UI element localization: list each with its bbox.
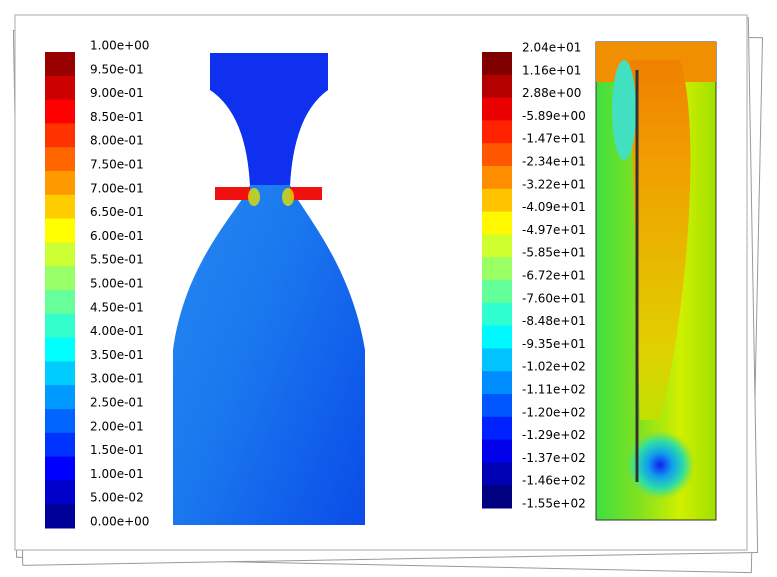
color-swatch bbox=[45, 432, 75, 458]
colorbar-label: 3.00e-01 bbox=[90, 372, 144, 386]
colorbar-label: 1.50e-01 bbox=[90, 443, 144, 457]
color-swatch bbox=[45, 218, 75, 243]
colorbar-label: 9.00e-01 bbox=[90, 86, 144, 100]
colorbar-label: -2.34e+01 bbox=[522, 155, 586, 169]
color-swatch bbox=[482, 143, 512, 167]
color-swatch bbox=[45, 480, 75, 505]
color-swatch bbox=[482, 188, 512, 213]
colorbar-label: -1.20e+02 bbox=[522, 405, 586, 419]
colorbar-label: 9.50e-01 bbox=[90, 62, 144, 76]
colorbar-label: -7.60e+01 bbox=[522, 291, 586, 305]
color-swatch bbox=[45, 171, 75, 196]
color-swatch bbox=[482, 257, 512, 281]
colorbar-label: 5.00e-01 bbox=[90, 277, 144, 291]
colorbar-label: -5.89e+00 bbox=[522, 109, 586, 123]
colorbar-label: -8.48e+01 bbox=[522, 314, 586, 328]
color-swatch bbox=[45, 456, 75, 481]
colorbar-label: -1.11e+02 bbox=[522, 383, 586, 397]
colorbar-label: 8.00e-01 bbox=[90, 134, 144, 148]
colorbar-label: -1.37e+02 bbox=[522, 451, 586, 465]
color-swatch bbox=[482, 462, 512, 486]
colorbar-label: 7.50e-01 bbox=[90, 158, 144, 172]
colorbar-label: -5.85e+01 bbox=[522, 246, 586, 260]
colorbar-label: 2.88e+00 bbox=[522, 86, 581, 100]
colorbar-label: -6.72e+01 bbox=[522, 269, 586, 283]
colorbar-label: 6.50e-01 bbox=[90, 205, 144, 219]
colorbar-label: 2.00e-01 bbox=[90, 419, 144, 433]
colorbar-label: -1.29e+02 bbox=[522, 428, 586, 442]
color-swatch bbox=[45, 242, 75, 267]
left-colorbar: 1.00e+00 9.50e-01 9.00e-01 8.50e-01 8.00e-01… bbox=[45, 39, 149, 529]
colorbar-label: -4.97e+01 bbox=[522, 223, 586, 237]
color-swatch bbox=[482, 485, 512, 509]
color-swatch bbox=[45, 75, 75, 101]
color-swatch bbox=[482, 302, 512, 327]
colorbar-label: -4.09e+01 bbox=[522, 200, 586, 214]
colorbar-label: -9.35e+01 bbox=[522, 337, 586, 351]
color-swatch bbox=[45, 290, 75, 315]
colorbar-label: -1.02e+02 bbox=[522, 360, 586, 374]
color-swatch bbox=[45, 99, 75, 124]
colorbar-label: 5.00e-02 bbox=[90, 491, 144, 505]
color-swatch bbox=[45, 337, 75, 362]
color-swatch bbox=[45, 361, 75, 386]
color-swatch bbox=[482, 439, 512, 463]
color-swatch bbox=[45, 194, 75, 220]
colorbar-label: 1.16e+01 bbox=[522, 63, 581, 77]
color-swatch bbox=[45, 147, 75, 172]
color-swatch bbox=[45, 504, 75, 529]
color-swatch bbox=[45, 385, 75, 410]
nozzle-contour bbox=[173, 53, 365, 525]
color-swatch bbox=[45, 313, 75, 339]
colorbar-label: 0.00e+00 bbox=[90, 515, 149, 529]
color-swatch bbox=[45, 409, 75, 434]
colorbar-label: 2.50e-01 bbox=[90, 396, 144, 410]
color-swatch bbox=[482, 280, 512, 304]
right-colorbar: 2.04e+01 1.16e+01 2.88e+00 -5.89e+00 -1.47e+… bbox=[482, 41, 586, 511]
colorbar-label: 7.00e-01 bbox=[90, 181, 144, 195]
color-swatch bbox=[482, 416, 512, 441]
colorbar-label: 2.04e+01 bbox=[522, 41, 581, 55]
colorbar-label: 1.00e+00 bbox=[90, 39, 149, 53]
color-swatch bbox=[482, 166, 512, 190]
color-swatch bbox=[482, 74, 512, 99]
color-swatch bbox=[482, 348, 512, 372]
colorbar-label: -1.46e+02 bbox=[522, 474, 586, 488]
colorbar-label: 8.50e-01 bbox=[90, 110, 144, 124]
colorbar-label: 4.00e-01 bbox=[90, 324, 144, 338]
colorbar-label: -1.55e+02 bbox=[522, 497, 586, 511]
colorbar-label: -1.47e+01 bbox=[522, 132, 586, 146]
color-swatch bbox=[482, 234, 512, 258]
color-swatch bbox=[45, 266, 75, 291]
velocity-contour bbox=[595, 41, 717, 521]
color-swatch bbox=[45, 52, 75, 77]
color-swatch bbox=[482, 120, 512, 144]
colorbar-label: 1.00e-01 bbox=[90, 467, 144, 481]
colorbar-label: 3.50e-01 bbox=[90, 348, 144, 362]
colorbar-label: 6.00e-01 bbox=[90, 229, 144, 243]
color-swatch bbox=[482, 97, 512, 121]
colorbar-label: 5.50e-01 bbox=[90, 253, 144, 267]
color-swatch bbox=[482, 325, 512, 349]
color-swatch bbox=[45, 123, 75, 148]
color-swatch bbox=[482, 52, 512, 76]
color-swatch bbox=[482, 211, 512, 235]
colorbar-label: 4.50e-01 bbox=[90, 300, 144, 314]
colorbar-label: -3.22e+01 bbox=[522, 177, 586, 191]
color-swatch bbox=[482, 394, 512, 418]
color-swatch bbox=[482, 371, 512, 395]
